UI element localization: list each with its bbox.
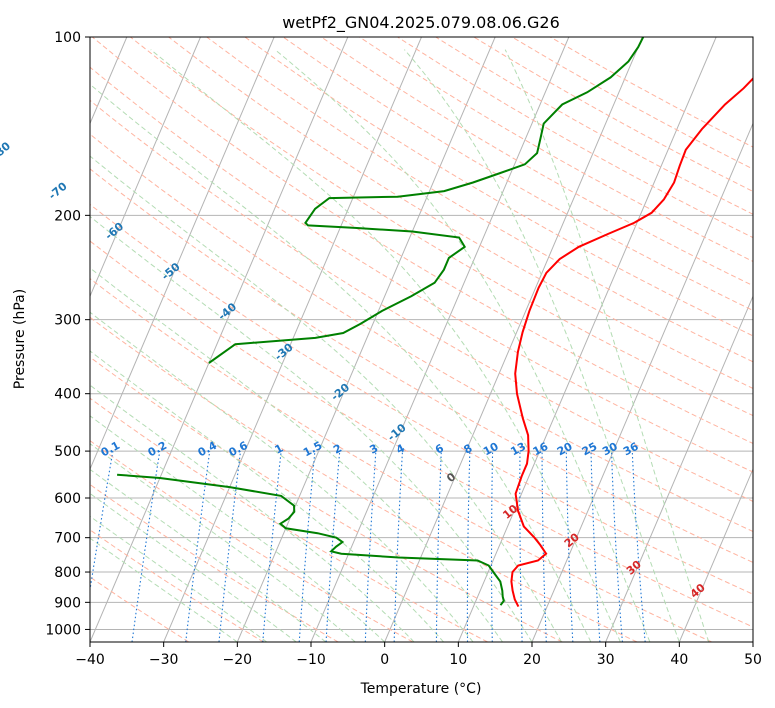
x-tick-label: 30 xyxy=(597,652,615,668)
mixing-ratio-line xyxy=(218,451,242,642)
y-axis-label: Pressure (hPa) xyxy=(12,289,28,389)
moist-adiabat xyxy=(404,49,680,642)
dry-adiabat xyxy=(168,37,753,389)
moist-adiabat xyxy=(90,443,356,642)
x-axis-label: Temperature (°C) xyxy=(360,681,482,697)
dry-adiabat xyxy=(90,278,712,642)
dewpoint-profile xyxy=(208,37,645,364)
isotherm xyxy=(605,295,753,642)
isotherm xyxy=(678,467,753,642)
isotherm xyxy=(752,640,753,642)
mixing-ratio-label: 30 xyxy=(600,440,620,459)
dry-adiabat-label: -70 xyxy=(46,179,70,202)
y-tick-label: 800 xyxy=(54,565,81,581)
y-tick-label: 300 xyxy=(54,313,81,329)
plot-background xyxy=(90,37,753,642)
y-tick-label: 500 xyxy=(54,444,81,460)
mixing-ratio-label: 20 xyxy=(555,440,575,459)
dry-adiabat xyxy=(90,316,638,642)
x-tick-label: 0 xyxy=(380,652,389,668)
mixing-ratio-line xyxy=(185,451,211,642)
mixing-ratio-label: 10 xyxy=(481,440,501,459)
y-tick-label: 1000 xyxy=(45,622,81,638)
isotherm xyxy=(90,37,349,642)
x-tick-label: 50 xyxy=(744,652,762,668)
dry-adiabat xyxy=(90,397,488,642)
chart-title: wetPf2_GN04.2025.079.08.06.G26 xyxy=(282,13,560,33)
isotherm xyxy=(457,37,717,642)
profile-lines xyxy=(117,37,753,608)
mixing-ratio-line xyxy=(90,451,114,594)
dewpoint-profile xyxy=(117,473,505,606)
y-tick-label: 100 xyxy=(54,30,81,46)
x-tick-label: −10 xyxy=(296,652,326,668)
isotherm xyxy=(236,37,496,642)
y-axis: 100 200 300 400 500 600 700 800 900 1000 xyxy=(45,30,90,638)
y-tick-label: 200 xyxy=(54,208,81,224)
dry-adiabat xyxy=(90,483,339,642)
x-tick-label: −20 xyxy=(223,652,253,668)
y-tick-label: 900 xyxy=(54,595,81,611)
dry-adiabat xyxy=(90,203,753,595)
plot-frame xyxy=(89,36,754,643)
y-tick-label: 400 xyxy=(54,387,81,403)
moist-adiabat xyxy=(90,311,474,642)
moist-adiabat xyxy=(150,49,621,642)
y-tick-label: 700 xyxy=(54,531,81,547)
moist-adiabat xyxy=(90,215,533,642)
moist-adiabat xyxy=(90,537,238,642)
dry-adiabat xyxy=(206,37,753,363)
dry-adiabat xyxy=(90,440,414,642)
mixing-ratio-label: 13 xyxy=(508,440,528,459)
dry-adiabat xyxy=(282,37,753,312)
dry-adiabat xyxy=(90,356,563,642)
dry-adiabat xyxy=(90,168,753,563)
mixing-ratio-line xyxy=(131,451,161,642)
moist-adiabat xyxy=(90,468,327,642)
x-tick-label: −30 xyxy=(149,652,179,668)
dry-adiabat xyxy=(90,529,264,642)
temperature-profile xyxy=(510,77,753,608)
isotherm xyxy=(90,37,201,298)
mixing-ratio-label: 16 xyxy=(531,440,551,459)
mixing-ratio-line xyxy=(298,451,316,642)
x-tick-label: 10 xyxy=(449,652,467,668)
moist-adiabat xyxy=(504,49,710,642)
mixing-ratio-label: 36 xyxy=(621,440,641,459)
isotherm xyxy=(531,122,753,642)
moist-adiabat xyxy=(274,49,651,642)
mixing-ratio-line xyxy=(631,451,646,642)
dry-adiabat xyxy=(90,99,753,502)
moist-adiabat xyxy=(90,155,562,642)
mixing-ratio-label: 25 xyxy=(580,440,600,459)
moist-adiabat xyxy=(90,350,444,642)
dry-adiabat xyxy=(244,37,753,337)
x-tick-label: 20 xyxy=(523,652,541,668)
dry-adiabat xyxy=(90,133,753,533)
dry-adiabat-label: -80 xyxy=(0,139,13,162)
moist-adiabat xyxy=(90,267,503,642)
x-tick-label: −40 xyxy=(75,652,105,668)
isotherm xyxy=(90,37,275,471)
moist-adiabat xyxy=(90,384,415,642)
moist-adiabat xyxy=(90,415,386,642)
x-axis: −40 −30 −20 −10 0 10 20 30 40 50 xyxy=(75,642,762,668)
isotherm xyxy=(384,37,643,642)
x-tick-label: 40 xyxy=(670,652,688,668)
moist-adiabat xyxy=(90,83,592,642)
background-lines xyxy=(90,37,753,642)
dry-adiabat xyxy=(90,240,753,628)
y-tick-label: 600 xyxy=(54,491,81,507)
dry-adiabat xyxy=(90,66,753,473)
